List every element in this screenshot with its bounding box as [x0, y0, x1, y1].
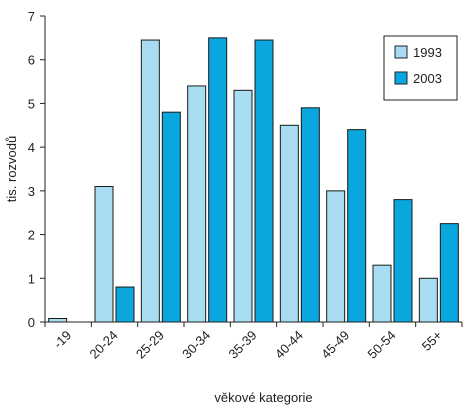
- legend-label-1993: 1993: [413, 45, 442, 60]
- bar-2003-50-54: [393, 199, 413, 323]
- legend: 1993 2003: [383, 35, 458, 101]
- x-tick-label: 45-49: [318, 328, 352, 362]
- y-tick-label: 2: [28, 228, 35, 243]
- bar-1993-25-29: [140, 39, 160, 323]
- x-axis-ticks: -19 20-24 25-29 30-34 35-39 40-44 45-49 50-54 55…: [44, 322, 463, 362]
- x-tick-label: 20-24: [87, 328, 121, 362]
- x-tick-label: -19: [50, 328, 74, 352]
- x-tick-label: 35-39: [226, 328, 260, 362]
- bar-1993-45-49: [326, 190, 346, 323]
- bar-1993-50-54: [372, 264, 392, 323]
- bar-1993-35-39: [233, 89, 253, 323]
- bar-2003-45-49: [347, 129, 367, 323]
- y-tick-label: 1: [28, 271, 35, 286]
- y-tick-label: 7: [28, 9, 35, 24]
- x-axis-title: věkové kategorie: [214, 390, 312, 405]
- x-tick-label: 50-54: [365, 328, 399, 362]
- legend-swatch-2003: [394, 71, 408, 85]
- bar-2003-40-44: [300, 107, 320, 323]
- x-tick-label: 40-44: [272, 328, 306, 362]
- legend-label-2003: 2003: [413, 71, 442, 86]
- x-tick-label: 30-34: [179, 328, 213, 362]
- y-tick-label: 6: [28, 53, 35, 68]
- y-tick-label: 3: [28, 184, 35, 199]
- y-axis-title: tis. rozvodů: [4, 136, 19, 202]
- bar-1993--19: [48, 318, 68, 323]
- bar-2003-20-24: [115, 286, 135, 323]
- y-tick-label: 0: [28, 315, 35, 330]
- y-tick-label: 4: [28, 140, 35, 155]
- x-tick-label: 25-29: [133, 328, 167, 362]
- bar-1993-30-34: [187, 85, 207, 323]
- legend-swatch-1993: [394, 45, 408, 59]
- bar-2003-55+: [439, 223, 459, 323]
- bar-1993-40-44: [279, 124, 299, 323]
- y-tick-label: 5: [28, 96, 35, 111]
- bar-1993-20-24: [94, 185, 114, 323]
- bar-1993-55+: [418, 277, 438, 323]
- bar-2003-25-29: [161, 111, 181, 323]
- bar-2003-30-34: [208, 37, 228, 323]
- y-axis-ticks: 0 1 2 3 4 5 6 7: [28, 9, 45, 330]
- bar-2003-35-39: [254, 39, 274, 323]
- x-tick-label: 55+: [419, 328, 445, 354]
